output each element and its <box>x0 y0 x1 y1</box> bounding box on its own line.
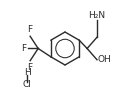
Text: OH: OH <box>98 55 112 64</box>
Text: F: F <box>21 44 26 53</box>
Text: F: F <box>27 25 32 34</box>
Text: F: F <box>27 63 32 72</box>
Text: H: H <box>24 68 31 78</box>
Text: H₂N: H₂N <box>89 11 106 20</box>
Text: Cl: Cl <box>23 80 32 89</box>
